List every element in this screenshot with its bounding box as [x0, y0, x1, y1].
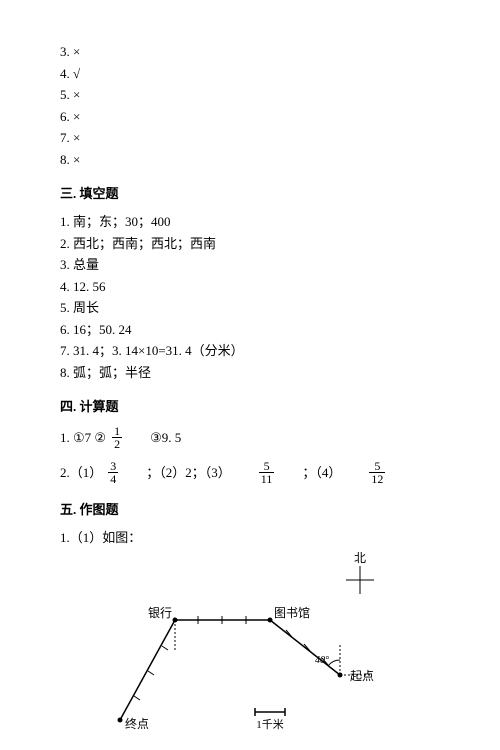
judge-mark: ×: [73, 152, 80, 167]
q1-prefix: 1. ①7 ②: [60, 428, 106, 448]
section4-title: 四. 计算题: [60, 396, 440, 415]
calc-q2: 2.（1） 3 4 ；（2）2；（3） 5 11 ；（4） 5 12: [60, 460, 440, 485]
fill-item: 7. 31. 4；3. 14×10=31. 4（分米）: [60, 341, 440, 361]
angle-label: 40°: [315, 655, 329, 666]
route-diagram: 北 40° 起点 图书馆 银行 终点 1千米: [60, 550, 440, 750]
fill-item: 2. 西北；西南；西北；西南: [60, 234, 440, 254]
tick-marks: [134, 616, 328, 700]
fraction: 5 12: [369, 460, 385, 485]
judge-mark: √: [73, 66, 80, 81]
judge-mark: ×: [73, 44, 80, 59]
scale-label: 1千米: [256, 718, 284, 731]
figure-caption: 1.（1）如图：: [60, 528, 440, 548]
fraction-den: 11: [259, 473, 275, 485]
q1-part3: ③9. 5: [150, 428, 181, 448]
node-start: [338, 672, 343, 677]
north-label: 北: [354, 551, 366, 565]
fill-item: 4. 12. 56: [60, 277, 440, 297]
node-end: [118, 717, 123, 722]
fill-item: 3. 总量: [60, 255, 440, 275]
judge-item: 4. √: [60, 64, 440, 84]
section3-title: 三. 填空题: [60, 183, 440, 202]
judge-list: 3. × 4. √ 5. × 6. × 7. × 8. ×: [60, 42, 440, 169]
fraction-den: 2: [112, 438, 122, 450]
node-bank: [173, 617, 178, 622]
route-path: [120, 620, 340, 720]
fraction: 1 2: [112, 425, 122, 450]
judge-mark: ×: [73, 130, 80, 145]
end-label: 终点: [125, 716, 149, 731]
node-library: [268, 617, 273, 622]
judge-item: 6. ×: [60, 107, 440, 127]
judge-mark: ×: [73, 109, 80, 124]
scale-bar: 1千米: [255, 708, 285, 731]
q2-prefix: 2.（1）: [60, 463, 102, 483]
guide-lines: [175, 620, 370, 675]
fill-list: 1. 南；东；30；400 2. 西北；西南；西北；西南 3. 总量 4. 12…: [60, 212, 440, 382]
fraction-den: 4: [108, 473, 118, 485]
judge-num: 3.: [60, 44, 70, 59]
angle-arc: [328, 660, 340, 666]
fraction-den: 12: [369, 473, 385, 485]
q2-sep1: ；（2）2；（3）: [146, 463, 231, 483]
fill-item: 5. 周长: [60, 298, 440, 318]
judge-num: 4.: [60, 66, 70, 81]
start-label: 起点: [350, 669, 374, 683]
fraction: 5 11: [259, 460, 275, 485]
fill-item: 8. 弧；弧；半径: [60, 363, 440, 383]
judge-num: 5.: [60, 87, 70, 102]
section5-title: 五. 作图题: [60, 499, 440, 518]
judge-num: 7.: [60, 130, 70, 145]
judge-num: 6.: [60, 109, 70, 124]
q2-sep2: ；（4）: [302, 463, 341, 483]
judge-item: 7. ×: [60, 128, 440, 148]
fill-item: 1. 南；东；30；400: [60, 212, 440, 232]
judge-item: 5. ×: [60, 85, 440, 105]
judge-mark: ×: [73, 87, 80, 102]
compass-icon: 北: [346, 551, 374, 594]
judge-item: 8. ×: [60, 150, 440, 170]
bank-label: 银行: [148, 606, 172, 620]
judge-num: 8.: [60, 152, 70, 167]
fill-item: 6. 16；50. 24: [60, 320, 440, 340]
calc-q1: 1. ①7 ② 1 2 ③9. 5: [60, 425, 440, 450]
fraction: 3 4: [108, 460, 118, 485]
judge-item: 3. ×: [60, 42, 440, 62]
library-label: 图书馆: [274, 605, 310, 620]
